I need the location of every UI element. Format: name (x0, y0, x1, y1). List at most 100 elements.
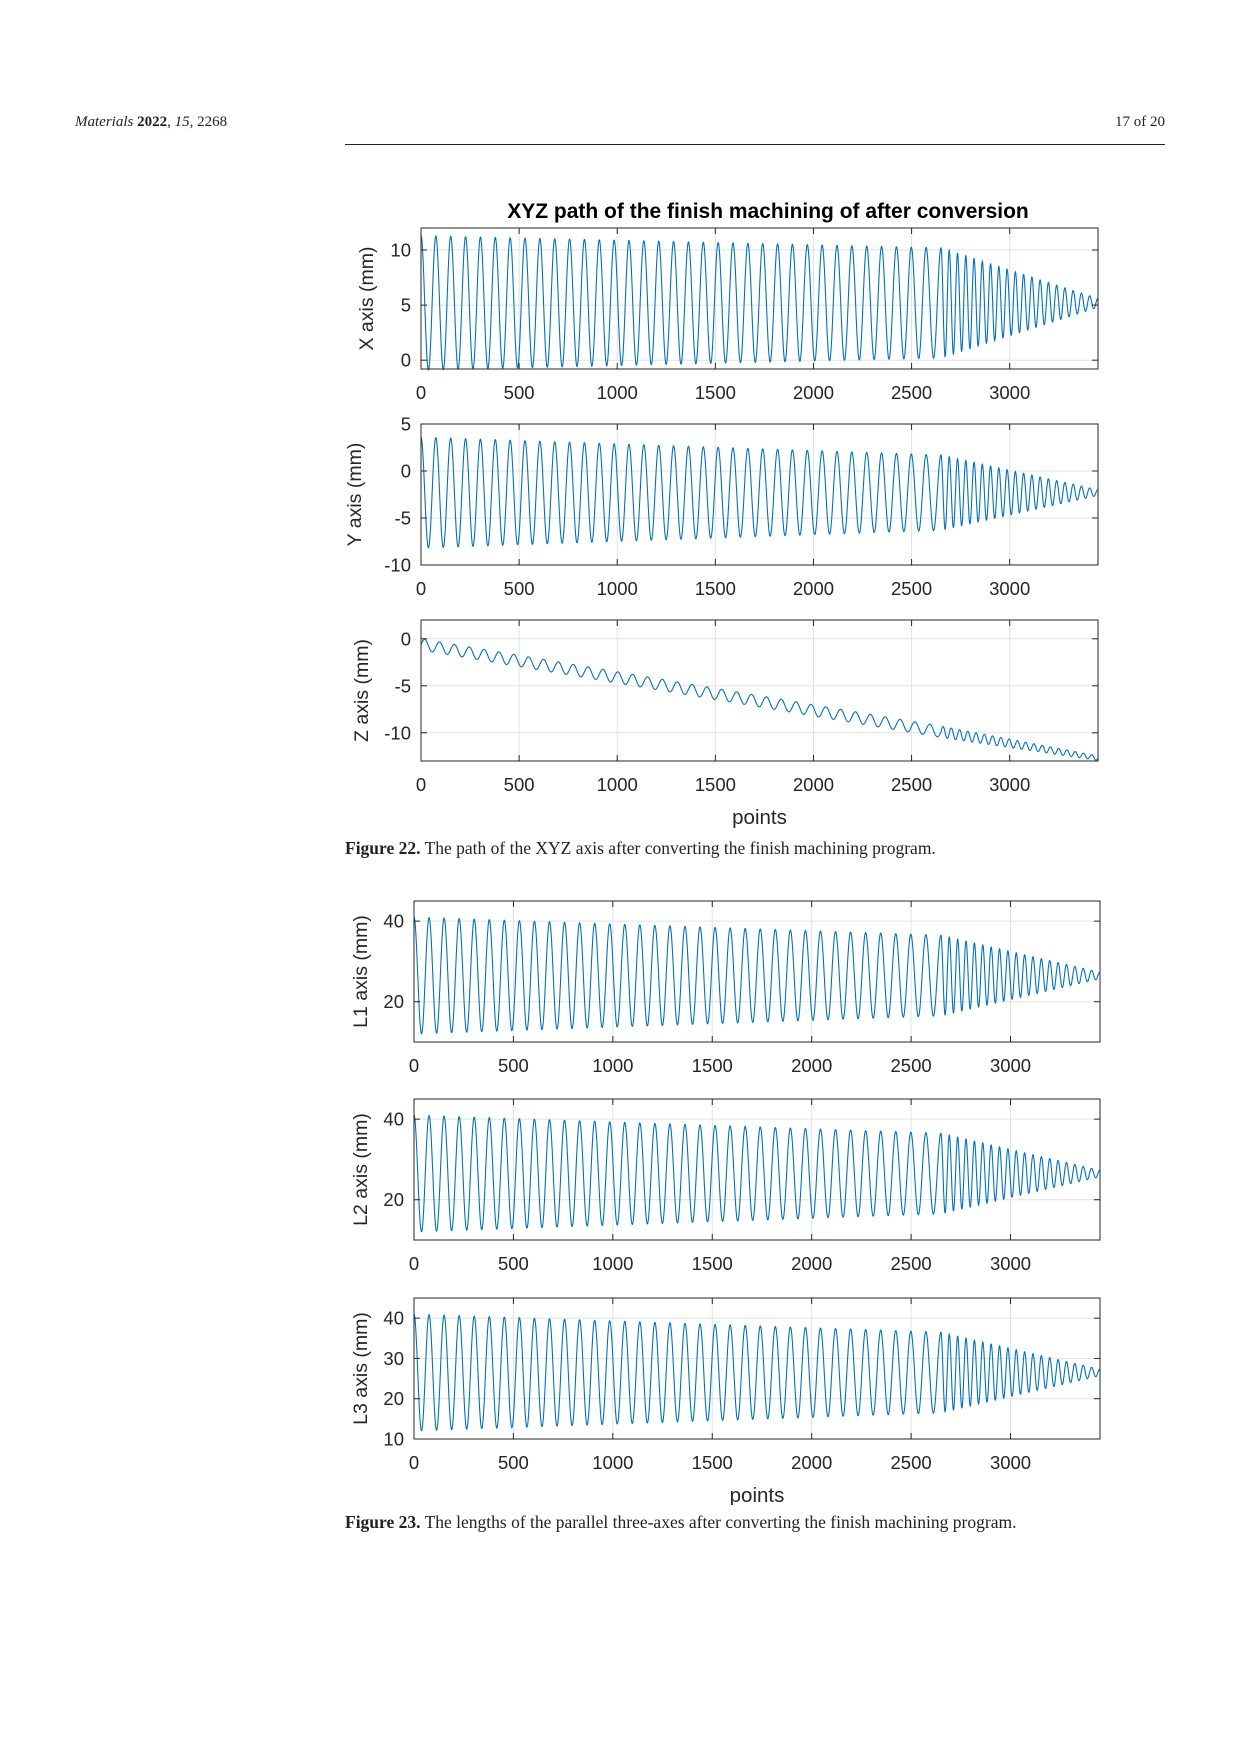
y-tick-label: -5 (395, 508, 411, 529)
x-tick-label: 3000 (990, 1452, 1031, 1473)
x-tick-label: 1500 (695, 774, 736, 795)
x-tick-label: 0 (416, 382, 426, 403)
figure-22-chart: XYZ path of the finish machining of afte… (344, 200, 1099, 829)
x-axis-label: points (732, 806, 787, 829)
header-rule (345, 144, 1165, 145)
figure-23-label: Figure 23. (345, 1512, 421, 1532)
axes-frame (413, 1297, 1101, 1440)
y-axis-label: L1 axis (mm) (350, 915, 372, 1028)
x-tick-label: 500 (498, 1253, 529, 1274)
axes-frame (420, 227, 1099, 370)
panel-x-axis-mm: 0 500 1000 1500 2000 2500 3000 0 5 10 X axis (mm) (356, 227, 1099, 403)
y-tick-label: 0 (401, 350, 411, 371)
panel-l3-axis-mm: 0 500 1000 1500 2000 2500 3000 10 20 30 40 L3 axis … (350, 1297, 1101, 1505)
x-tick-label: 0 (416, 578, 426, 599)
y-axis-label: L2 axis (mm) (350, 1113, 372, 1226)
y-tick-label: -5 (395, 675, 411, 696)
x-tick-label: 500 (498, 1055, 529, 1076)
x-tick-label: 3000 (989, 382, 1030, 403)
x-axis-label: points (730, 1484, 785, 1505)
x-tick-label: 0 (416, 774, 426, 795)
figure-22-caption: Figure 22. The path of the XYZ axis afte… (345, 838, 1175, 859)
page-number: 17 of 20 (1115, 114, 1165, 130)
x-tick-label: 2000 (791, 1253, 832, 1274)
x-tick-label: 2500 (891, 578, 932, 599)
axes-frame (420, 423, 1099, 566)
x-tick-label: 2000 (791, 1452, 832, 1473)
x-tick-label: 1000 (597, 382, 638, 403)
y-tick-label: 0 (401, 628, 411, 649)
x-tick-label: 1500 (695, 382, 736, 403)
y-tick-label: 40 (383, 911, 404, 932)
series-line (420, 235, 1099, 371)
y-axis-label: Z axis (mm) (351, 639, 373, 742)
y-tick-label: 10 (390, 240, 411, 261)
y-tick-label: 5 (401, 414, 411, 435)
y-tick-label: -10 (384, 722, 411, 743)
y-tick-label: -10 (384, 555, 411, 576)
figure-23-text: The lengths of the parallel three-axes a… (424, 1512, 1017, 1532)
panel-l1-axis-mm: 0 500 1000 1500 2000 2500 3000 20 40 L1 axis (mm) (350, 900, 1101, 1076)
chart-title: XYZ path of the finish machining of afte… (507, 200, 1029, 223)
y-tick-label: 10 (383, 1429, 404, 1450)
y-tick-label: 20 (383, 991, 404, 1012)
x-tick-label: 1500 (695, 578, 736, 599)
y-tick-label: 20 (383, 1189, 404, 1210)
x-tick-label: 2500 (891, 1452, 932, 1473)
figure-23-caption: Figure 23. The lengths of the parallel t… (345, 1512, 1175, 1533)
journal-name: Materials (75, 114, 134, 130)
running-header-citation: Materials 2022, 15, 2268 (75, 114, 228, 130)
x-tick-label: 0 (409, 1452, 419, 1473)
article-number: 2268 (197, 114, 228, 130)
y-tick-label: 40 (383, 1308, 404, 1329)
x-tick-label: 0 (409, 1055, 419, 1076)
x-tick-label: 500 (504, 774, 535, 795)
x-tick-label: 500 (504, 382, 535, 403)
panel-z-axis-mm: 0 500 1000 1500 2000 2500 3000 -10 -5 0 Z axis (mm… (351, 619, 1099, 829)
x-tick-label: 1000 (597, 774, 638, 795)
series-line (420, 436, 1099, 549)
x-tick-label: 2000 (791, 1055, 832, 1076)
y-tick-label: 5 (401, 295, 411, 316)
x-tick-label: 1000 (592, 1055, 633, 1076)
x-tick-label: 0 (409, 1253, 419, 1274)
y-tick-label: 40 (383, 1109, 404, 1130)
figure-22-label: Figure 22. (345, 838, 421, 858)
x-tick-label: 1500 (692, 1253, 733, 1274)
x-tick-label: 1000 (592, 1452, 633, 1473)
x-tick-label: 2500 (891, 382, 932, 403)
axes-frame (413, 900, 1101, 1043)
panel-y-axis-mm: 0 500 1000 1500 2000 2500 3000 -10 -5 0 5 Y axis (m… (344, 414, 1099, 599)
x-tick-label: 2500 (891, 1055, 932, 1076)
x-tick-label: 1000 (592, 1253, 633, 1274)
x-tick-label: 3000 (990, 1253, 1031, 1274)
x-tick-label: 1500 (692, 1055, 733, 1076)
x-tick-label: 1500 (692, 1452, 733, 1473)
x-tick-label: 2000 (793, 774, 834, 795)
x-tick-label: 500 (498, 1452, 529, 1473)
axes-frame (413, 1098, 1101, 1241)
y-tick-label: 20 (383, 1388, 404, 1409)
x-tick-label: 2000 (793, 382, 834, 403)
y-axis-label: L3 axis (mm) (350, 1312, 372, 1425)
x-tick-label: 3000 (989, 578, 1030, 599)
series-line (413, 916, 1101, 1035)
y-axis-label: X axis (mm) (356, 247, 378, 351)
x-tick-label: 2500 (891, 1253, 932, 1274)
x-tick-label: 2500 (891, 774, 932, 795)
x-tick-label: 3000 (989, 774, 1030, 795)
x-tick-label: 500 (504, 578, 535, 599)
x-tick-label: 1000 (597, 578, 638, 599)
x-tick-label: 2000 (793, 578, 834, 599)
figure-22-text: The path of the XYZ axis after convertin… (424, 838, 936, 858)
y-tick-label: 30 (383, 1348, 404, 1369)
x-tick-label: 3000 (990, 1055, 1031, 1076)
panel-l2-axis-mm: 0 500 1000 1500 2000 2500 3000 20 40 L2 axis (mm) (350, 1098, 1101, 1274)
series-line (413, 1114, 1101, 1233)
journal-year: 2022 (137, 114, 168, 130)
axes-frame (420, 619, 1099, 762)
y-axis-label: Y axis (mm) (344, 443, 366, 547)
series-line (413, 1313, 1101, 1432)
series-line (420, 638, 1099, 761)
